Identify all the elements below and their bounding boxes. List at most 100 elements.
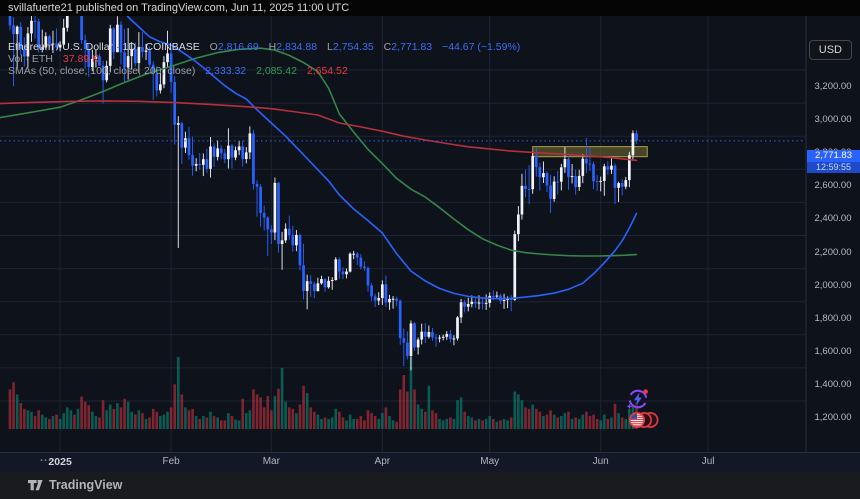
candle-body xyxy=(241,146,245,160)
candle-wick xyxy=(263,205,265,231)
volume-bar xyxy=(80,396,83,429)
volume-legend-row[interactable]: Vol · ETH 37.89 K xyxy=(8,53,520,65)
sma100-line[interactable] xyxy=(0,47,638,257)
volume-bar xyxy=(105,410,108,429)
candle-wick xyxy=(346,268,347,279)
volume-bar xyxy=(370,413,373,429)
candle-wick xyxy=(303,243,305,300)
stickers[interactable] xyxy=(626,388,659,429)
candle-body xyxy=(631,133,635,156)
flag-trail-circle xyxy=(636,412,652,428)
price-axis[interactable]: 3,200.003,000.002,800.002,600.002,400.00… xyxy=(806,32,860,468)
symbol-name[interactable]: Ethereum / U.S. Dollar xyxy=(8,41,114,53)
sma-legend-row[interactable]: SMAs (50, close, 100, close, 200, close)… xyxy=(8,65,520,77)
candle-body xyxy=(227,145,230,160)
volume-bar xyxy=(202,416,205,429)
candle-wick xyxy=(485,294,487,310)
volume-bar xyxy=(116,403,119,429)
candle-body xyxy=(176,123,180,125)
volume-bar xyxy=(148,417,151,429)
volume-bar xyxy=(502,418,506,429)
candle-body xyxy=(552,181,556,199)
volume-bar xyxy=(563,413,567,429)
candle-body xyxy=(402,338,406,343)
volume-bar xyxy=(98,417,101,429)
volume-bar xyxy=(613,403,617,429)
candle-body xyxy=(291,235,295,246)
volume-label[interactable]: Vol · ETH xyxy=(8,53,53,65)
volume-bar xyxy=(248,410,252,429)
candle-body xyxy=(338,259,341,272)
volume-bar xyxy=(162,414,166,429)
exchange-name[interactable]: COINBASE xyxy=(145,41,200,53)
candle-wick xyxy=(607,161,609,176)
volume-bar xyxy=(409,357,413,429)
price-axis-label: 1,600.00 xyxy=(814,345,852,357)
candle-body xyxy=(592,164,595,182)
sma-label[interactable]: SMAs (50, close, 100, close, 200, close) xyxy=(8,65,196,77)
volume-bar xyxy=(373,416,377,429)
chart-canvas[interactable] xyxy=(0,16,860,499)
sma200-line[interactable] xyxy=(0,100,638,162)
chart-pane[interactable]: Ethereum / U.S. Dollar · 1D · COINBASE O2,81… xyxy=(0,16,860,472)
volume-bar xyxy=(262,407,266,429)
volume-bar xyxy=(610,417,613,429)
candle-wick xyxy=(396,296,398,307)
candle-body xyxy=(617,183,620,188)
volume-bar xyxy=(33,416,37,429)
candle-wick xyxy=(503,293,505,309)
volume-bar xyxy=(76,408,80,429)
candle-body xyxy=(359,257,363,267)
energy-cycle-sticker[interactable] xyxy=(626,388,650,410)
volume-bar xyxy=(40,414,44,429)
volume-bar xyxy=(466,416,470,429)
candle-wick xyxy=(403,328,405,367)
volume-bar xyxy=(194,416,198,429)
usa-flags-sticker[interactable] xyxy=(628,411,659,429)
volume-bar xyxy=(94,416,98,429)
candle-body xyxy=(570,176,574,178)
candle-body xyxy=(352,253,356,255)
candle-wick xyxy=(428,325,430,339)
candle-wick xyxy=(227,128,229,169)
volume-bar xyxy=(65,407,69,429)
volume-bar xyxy=(570,418,574,429)
volume-bar xyxy=(524,407,527,429)
volume-bar xyxy=(395,421,398,429)
volume-bar xyxy=(345,420,348,429)
volume-bar xyxy=(112,408,116,429)
currency-toggle-button[interactable]: USD xyxy=(808,40,852,60)
candle-body xyxy=(219,148,223,154)
symbol-legend-row[interactable]: Ethereum / U.S. Dollar · 1D · COINBASE O2,81… xyxy=(8,41,521,53)
volume-bar xyxy=(295,413,298,429)
volume-bar xyxy=(144,418,148,429)
candle-body xyxy=(323,279,327,288)
candle-wick xyxy=(224,149,226,164)
volume-bar xyxy=(130,411,134,429)
volume-bar xyxy=(577,418,581,429)
candle-wick xyxy=(210,137,211,178)
usa-flag-icon xyxy=(629,412,645,428)
candle-body xyxy=(65,16,69,28)
candle-body xyxy=(517,214,520,235)
candle-wick xyxy=(213,143,215,168)
timeframe[interactable]: 1D xyxy=(122,41,136,53)
volume-bar xyxy=(287,407,291,429)
candle-body xyxy=(348,253,352,272)
candle-body xyxy=(574,176,577,188)
tradingview-logo[interactable]: TradingView xyxy=(28,478,122,492)
resistance-zone-box[interactable] xyxy=(532,146,648,158)
sma50-value: 2,333.32 xyxy=(205,65,247,77)
time-axis[interactable]: 2025 Feb Mar Apr May Jun Jul xyxy=(0,452,860,472)
candle-wick xyxy=(636,130,637,144)
volume-bar xyxy=(280,367,284,429)
candle-body xyxy=(187,138,191,156)
candle-body xyxy=(559,167,563,182)
candle-wick xyxy=(177,116,179,248)
volume-bar xyxy=(531,404,534,429)
volume-bar xyxy=(316,414,320,429)
hidden-pane-ellipsis[interactable]: ... xyxy=(40,452,53,464)
volume-bar xyxy=(323,417,327,429)
candle-body xyxy=(513,234,517,300)
candle-wick xyxy=(414,322,415,351)
